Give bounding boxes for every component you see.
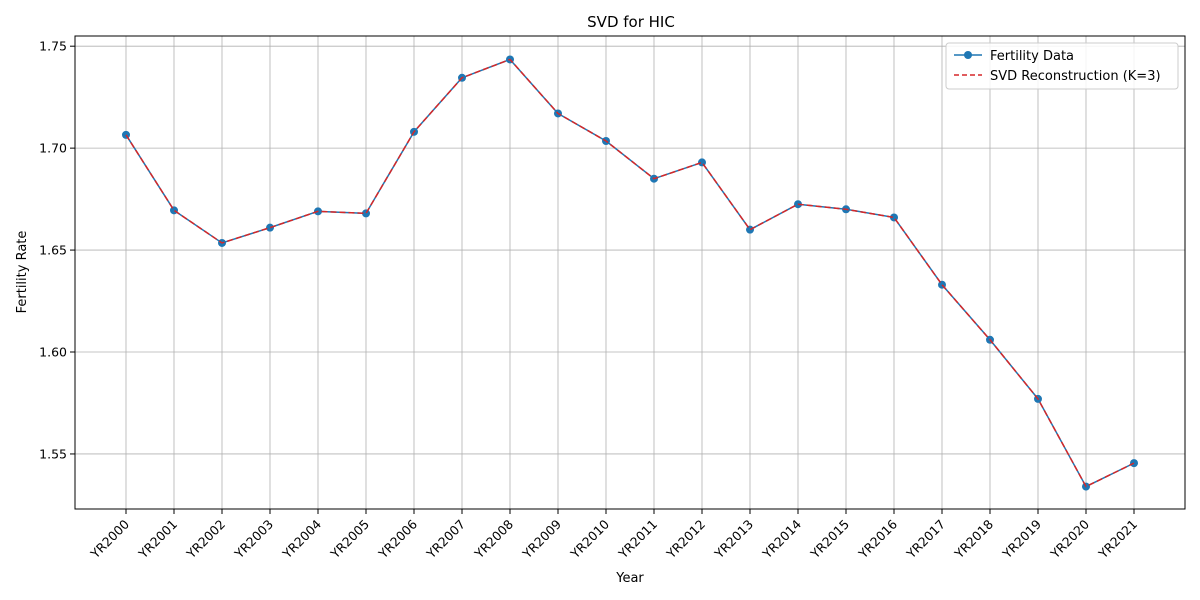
y-tick-label: 1.60 (39, 345, 67, 360)
x-tick-label: YR2011 (615, 517, 660, 562)
x-tick-label: YR2015 (807, 517, 852, 562)
data-point (746, 225, 754, 234)
y-tick-label: 1.70 (39, 141, 67, 156)
series-line-svd-reconstruction (125, 58, 1135, 488)
y-axis-label: Fertility Rate (15, 231, 30, 314)
grid (75, 36, 1185, 509)
plot-frame (74, 35, 1186, 510)
x-axis: YR2000 YR2001 YR2002 YR2003 YR2004 YR2005 YR20… (87, 509, 1140, 562)
series-layer (122, 55, 1138, 491)
x-tick-label: YR2002 (183, 517, 228, 562)
x-tick-label: YR2005 (327, 517, 372, 562)
data-point (266, 223, 274, 232)
chart-title: SVD for HIC (587, 13, 675, 31)
x-tick-label: YR2019 (999, 516, 1044, 561)
data-point (1130, 459, 1138, 468)
x-tick-label: YR2009 (519, 516, 564, 561)
x-tick-label: YR2014 (759, 516, 804, 561)
y-tick-label: 1.55 (39, 446, 67, 461)
x-tick-label: YR2008 (471, 516, 516, 561)
x-tick-label: YR2003 (231, 517, 276, 562)
y-axis: 1.55 1.60 1.65 1.70 1.75 (39, 39, 75, 461)
x-tick-label: YR2004 (279, 516, 324, 561)
x-tick-label: YR2000 (87, 516, 132, 561)
y-tick-label: 1.75 (39, 39, 67, 54)
legend: Fertility Data SVD Reconstruction (K=3) (945, 42, 1179, 90)
x-tick-label: YR2012 (663, 517, 708, 562)
legend-label-fertility-data: Fertility Data (990, 49, 1074, 64)
x-tick-label: YR2001 (135, 517, 180, 562)
x-tick-label: YR2010 (567, 516, 612, 561)
x-axis-label: Year (615, 571, 644, 586)
legend-marker-fertility-data (964, 51, 972, 59)
x-tick-label: YR2018 (951, 516, 996, 561)
x-tick-label: YR2021 (1095, 517, 1140, 562)
x-tick-label: YR2020 (1047, 516, 1092, 561)
x-tick-label: YR2006 (375, 516, 420, 561)
x-tick-label: YR2007 (423, 517, 468, 562)
series-line-fertility-data (125, 58, 1135, 488)
legend-label-svd-reconstruction: SVD Reconstruction (K=3) (990, 69, 1161, 84)
x-tick-label: YR2016 (855, 516, 900, 561)
x-tick-label: YR2017 (903, 517, 948, 562)
y-tick-label: 1.65 (39, 243, 67, 258)
legend-box (945, 42, 1179, 90)
x-tick-label: YR2013 (711, 517, 756, 562)
